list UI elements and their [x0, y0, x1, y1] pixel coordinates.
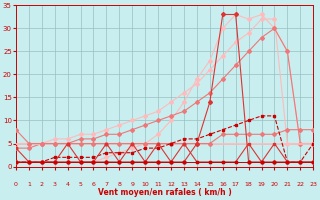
X-axis label: Vent moyen/en rafales ( km/h ): Vent moyen/en rafales ( km/h ): [98, 188, 231, 197]
